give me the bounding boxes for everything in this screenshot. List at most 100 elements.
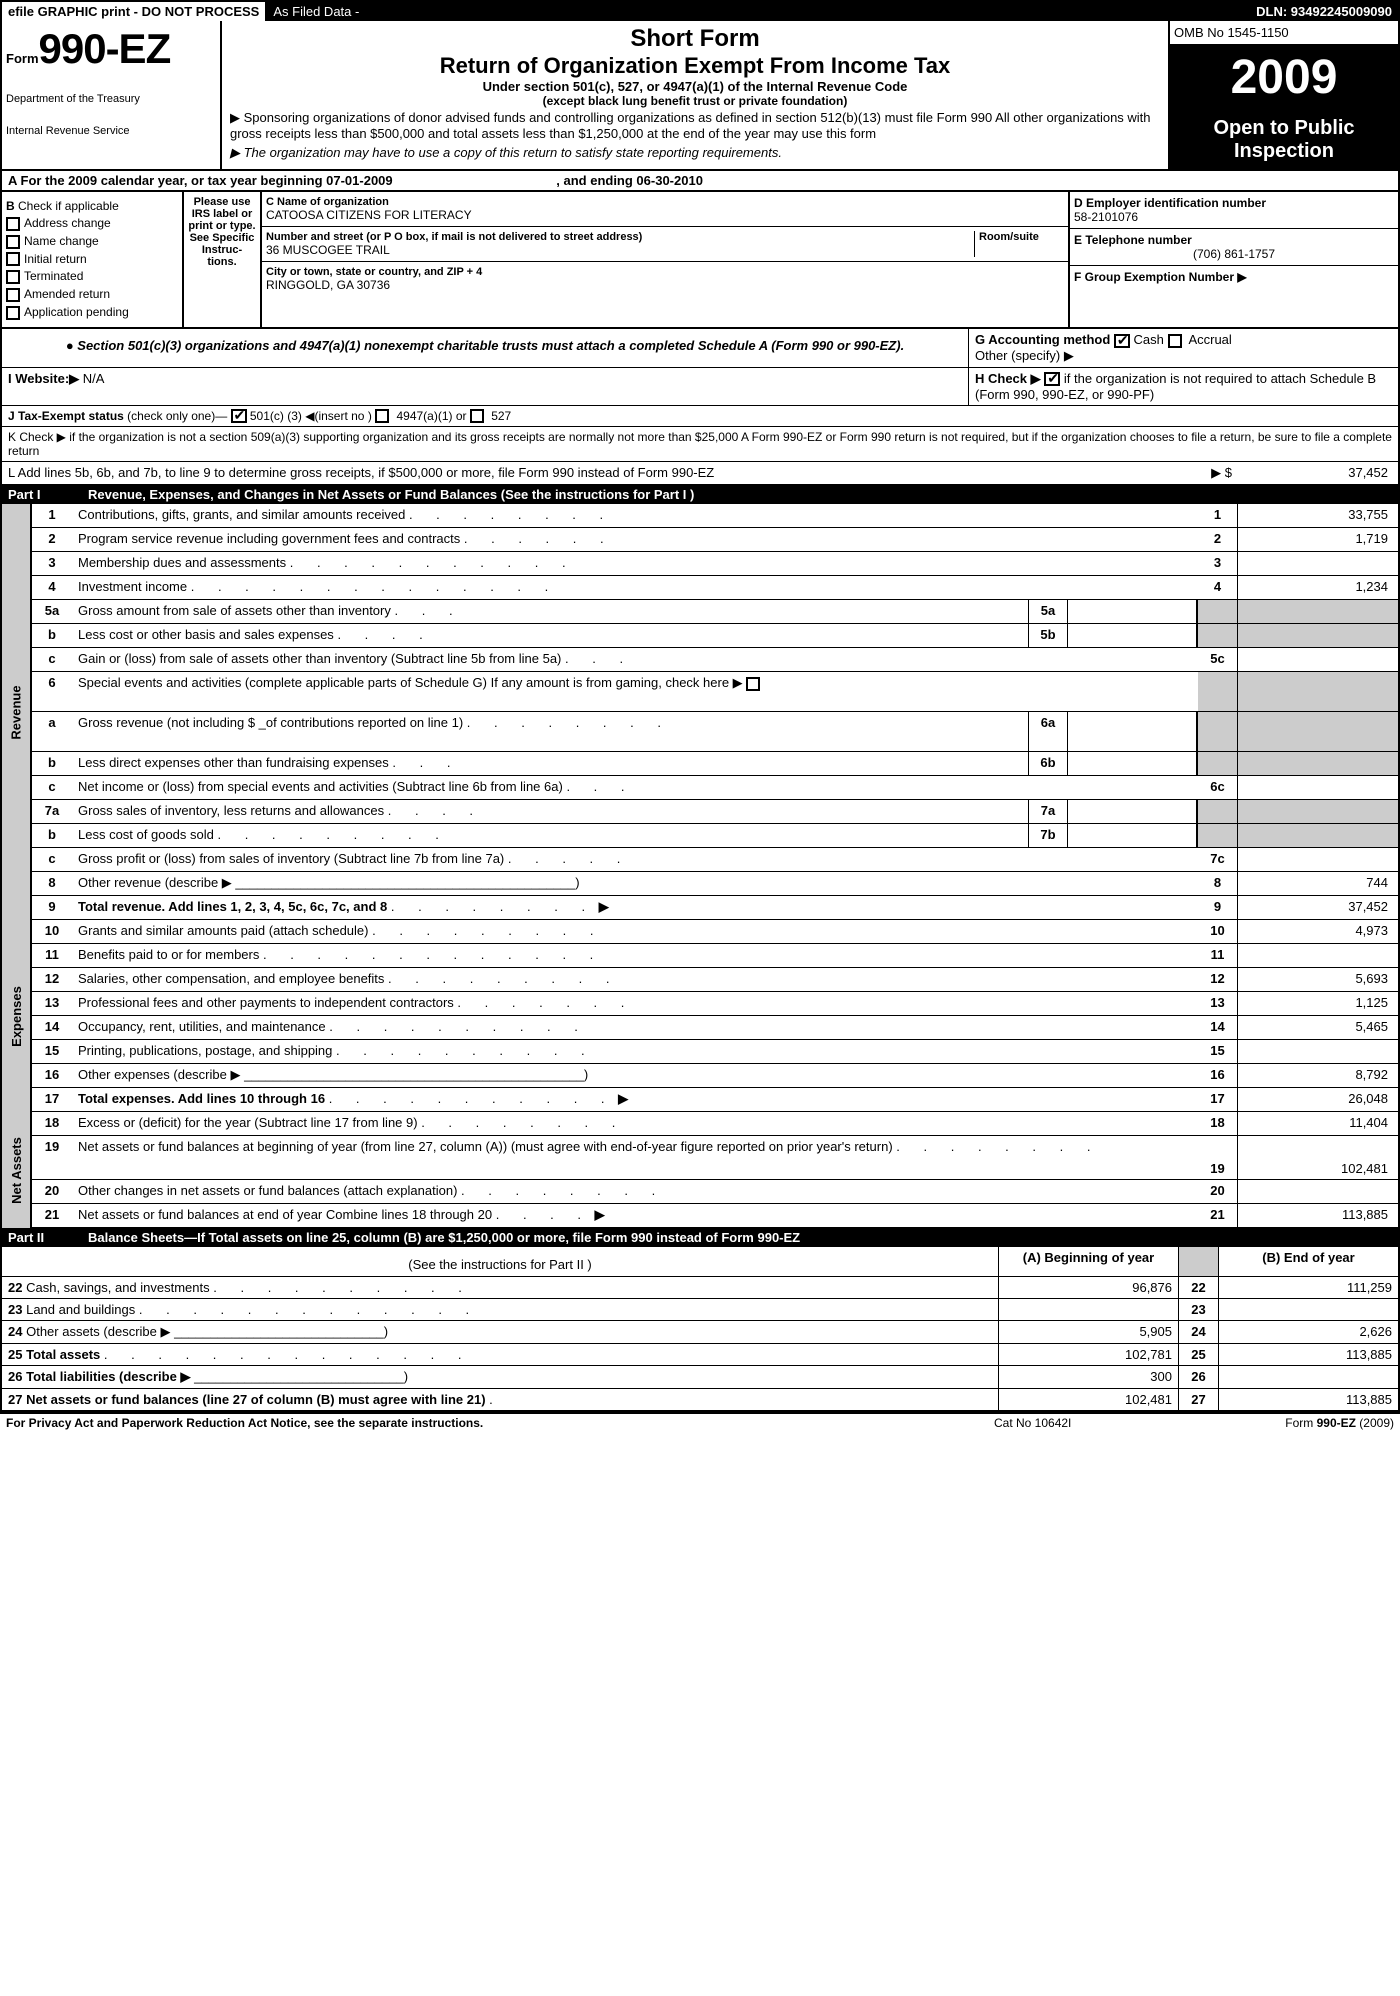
sponsor-text-2: ▶ The organization may have to use a cop…	[230, 143, 1160, 163]
open-public-2: Inspection	[1176, 140, 1392, 163]
label-instructions: Please use IRS label or print or type. S…	[182, 192, 262, 327]
dept-irs: Internal Revenue Service	[6, 125, 216, 137]
checkbox-accrual[interactable]	[1168, 334, 1182, 348]
period-ending: , and ending 06-30-2010	[556, 173, 703, 188]
period-row: A For the 2009 calendar year, or tax yea…	[2, 171, 1398, 192]
part2-header: Part II Balance Sheets—If Total assets o…	[2, 1228, 1398, 1247]
header-row: Form990-EZ Department of the Treasury In…	[2, 21, 1398, 171]
asfiled-label: As Filed Data -	[267, 2, 365, 21]
part1-title: Revenue, Expenses, and Changes in Net As…	[88, 487, 1392, 502]
form-label: Form	[6, 51, 39, 66]
f-label: F Group Exemption Number ▶	[1074, 270, 1394, 284]
website-h-row: I Website:▶ N/A H Check ▶ if the organiz…	[2, 368, 1398, 406]
checkbox-4947[interactable]	[375, 409, 389, 423]
checkbox-terminated[interactable]	[6, 270, 20, 284]
check-if: Check if applicable	[18, 199, 119, 213]
checkbox-name-change[interactable]	[6, 235, 20, 249]
phone: (706) 861-1757	[1074, 247, 1394, 261]
terminated: Terminated	[24, 269, 83, 283]
pending: Application pending	[24, 305, 129, 319]
under-section: Under section 501(c), 527, or 4947(a)(1)…	[230, 79, 1160, 94]
room-label: Room/suite	[979, 231, 1064, 243]
checkbox-addr-change[interactable]	[6, 217, 20, 231]
omb-number: OMB No 1545-1150	[1170, 21, 1398, 46]
part1-label: Part I	[8, 487, 88, 502]
sponsor-text-1: ▶ Sponsoring organizations of donor advi…	[230, 108, 1160, 143]
part2-label: Part II	[8, 1230, 88, 1245]
g-label: G Accounting method	[975, 332, 1110, 347]
bal-header-row: (See the instructions for Part II ) (A) …	[2, 1247, 1398, 1277]
addr-change: Address change	[24, 216, 111, 230]
privacy-notice: For Privacy Act and Paperwork Reduction …	[6, 1416, 994, 1430]
top-bar: efile GRAPHIC print - DO NOT PROCESS As …	[2, 2, 1398, 21]
bal-header-a: (A) Beginning of year	[998, 1247, 1178, 1276]
checkbox-h[interactable]	[1044, 372, 1060, 386]
footer: For Privacy Act and Paperwork Reduction …	[0, 1414, 1400, 1432]
section-501-note: ● Section 501(c)(3) organizations and 49…	[8, 332, 962, 359]
org-name: CATOOSA CITIZENS FOR LITERACY	[266, 208, 1064, 222]
form-cell: Form990-EZ Department of the Treasury In…	[2, 21, 222, 169]
efile-label: efile GRAPHIC print - DO NOT PROCESS	[2, 2, 267, 21]
j-status-row: J Tax-Exempt status (check only one)— 50…	[2, 406, 1398, 428]
d-label: D Employer identification number	[1074, 196, 1394, 210]
checkbox-amended[interactable]	[6, 288, 20, 302]
part2-title: Balance Sheets—If Total assets on line 2…	[88, 1230, 1392, 1245]
other-specify: Other (specify) ▶	[975, 348, 1392, 364]
open-public-1: Open to Public	[1176, 117, 1392, 140]
form-container: efile GRAPHIC print - DO NOT PROCESS As …	[0, 0, 1400, 1414]
l-add-row: L Add lines 5b, 6b, and 7b, to line 9 to…	[2, 462, 1398, 485]
i-label: I Website:▶	[8, 371, 79, 386]
city: RINGGOLD, GA 30736	[266, 278, 1064, 292]
accrual-label: Accrual	[1188, 332, 1231, 347]
bal-header-b: (B) End of year	[1218, 1247, 1398, 1276]
bal-instr: (See the instructions for Part II )	[2, 1247, 998, 1276]
cat-no: Cat No 10642I	[994, 1416, 1194, 1430]
j-status: J Tax-Exempt status	[8, 409, 124, 423]
c-label: C Name of organization	[266, 196, 1064, 208]
dept-treasury: Department of the Treasury	[6, 93, 216, 105]
city-label: City or town, state or country, and ZIP …	[266, 266, 1064, 278]
b-label: B	[6, 199, 15, 213]
info-block: B Check if applicable Address change Nam…	[2, 192, 1398, 329]
l-arrow: ▶ $	[1178, 462, 1238, 484]
section-501-row: ● Section 501(c)(3) organizations and 49…	[2, 329, 1398, 368]
expenses-group: Expenses 10Grants and similar amounts pa…	[2, 920, 1398, 1112]
cash-label: Cash	[1134, 332, 1164, 347]
h-label: H Check ▶	[975, 371, 1041, 386]
e-label: E Telephone number	[1074, 233, 1394, 247]
checkbox-501c[interactable]	[231, 409, 247, 423]
except-text: (except black lung benefit trust or priv…	[230, 94, 1160, 108]
netassets-group: Net Assets 18Excess or (deficit) for the…	[2, 1112, 1398, 1228]
right-cell: OMB No 1545-1150 2009 Open to Public Ins…	[1168, 21, 1398, 169]
name-change: Name change	[24, 234, 99, 248]
part1-header: Part I Revenue, Expenses, and Changes in…	[2, 485, 1398, 504]
street-label: Number and street (or P O box, if mail i…	[266, 231, 974, 243]
open-public: Open to Public Inspection	[1170, 111, 1398, 169]
l-add-text: L Add lines 5b, 6b, and 7b, to line 9 to…	[2, 462, 1178, 484]
address-block: C Name of organization CATOOSA CITIZENS …	[262, 192, 1068, 327]
checkbox-pending[interactable]	[6, 306, 20, 320]
ein: 58-2101076	[1074, 210, 1394, 224]
form-number: 990-EZ	[39, 25, 171, 72]
form-footer: Form 990-EZ (2009)	[1194, 1416, 1394, 1430]
dln-label: DLN: 93492245009090	[1250, 2, 1398, 21]
amended: Amended return	[24, 287, 110, 301]
checkbox-527[interactable]	[470, 409, 484, 423]
checkbox-cash[interactable]	[1114, 334, 1130, 348]
title-cell: Short Form Return of Organization Exempt…	[222, 21, 1168, 169]
return-title: Return of Organization Exempt From Incom…	[230, 53, 1160, 79]
street: 36 MUSCOGEE TRAIL	[266, 243, 974, 257]
revenue-group: Revenue 1Contributions, gifts, grants, a…	[2, 504, 1398, 920]
period-a: A For the 2009 calendar year, or tax yea…	[8, 173, 393, 188]
accounting-cell: G Accounting method Cash Accrual Other (…	[968, 329, 1398, 367]
revenue-side-label: Revenue	[2, 504, 32, 920]
checkbox-initial[interactable]	[6, 252, 20, 266]
initial: Initial return	[24, 252, 87, 266]
k-check-row: K Check ▶ if the organization is not a s…	[2, 427, 1398, 462]
section-b-checkboxes: B Check if applicable Address change Nam…	[2, 192, 182, 327]
short-form-title: Short Form	[230, 25, 1160, 53]
netassets-side-label: Net Assets	[2, 1112, 32, 1228]
website-value: N/A	[83, 371, 105, 386]
checkbox-gaming[interactable]	[746, 677, 760, 691]
right-info-block: D Employer identification number 58-2101…	[1068, 192, 1398, 327]
